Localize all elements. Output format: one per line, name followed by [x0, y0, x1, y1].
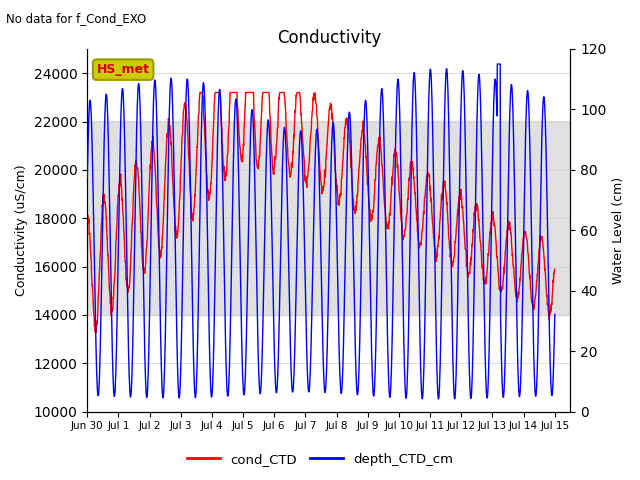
Text: HS_met: HS_met: [97, 63, 150, 76]
Legend: cond_CTD, depth_CTD_cm: cond_CTD, depth_CTD_cm: [181, 447, 459, 471]
Title: Conductivity: Conductivity: [276, 29, 381, 48]
Y-axis label: Conductivity (uS/cm): Conductivity (uS/cm): [15, 165, 28, 296]
Text: No data for f_Cond_EXO: No data for f_Cond_EXO: [6, 12, 147, 25]
Y-axis label: Water Level (cm): Water Level (cm): [612, 177, 625, 284]
Bar: [87, 121, 570, 315]
